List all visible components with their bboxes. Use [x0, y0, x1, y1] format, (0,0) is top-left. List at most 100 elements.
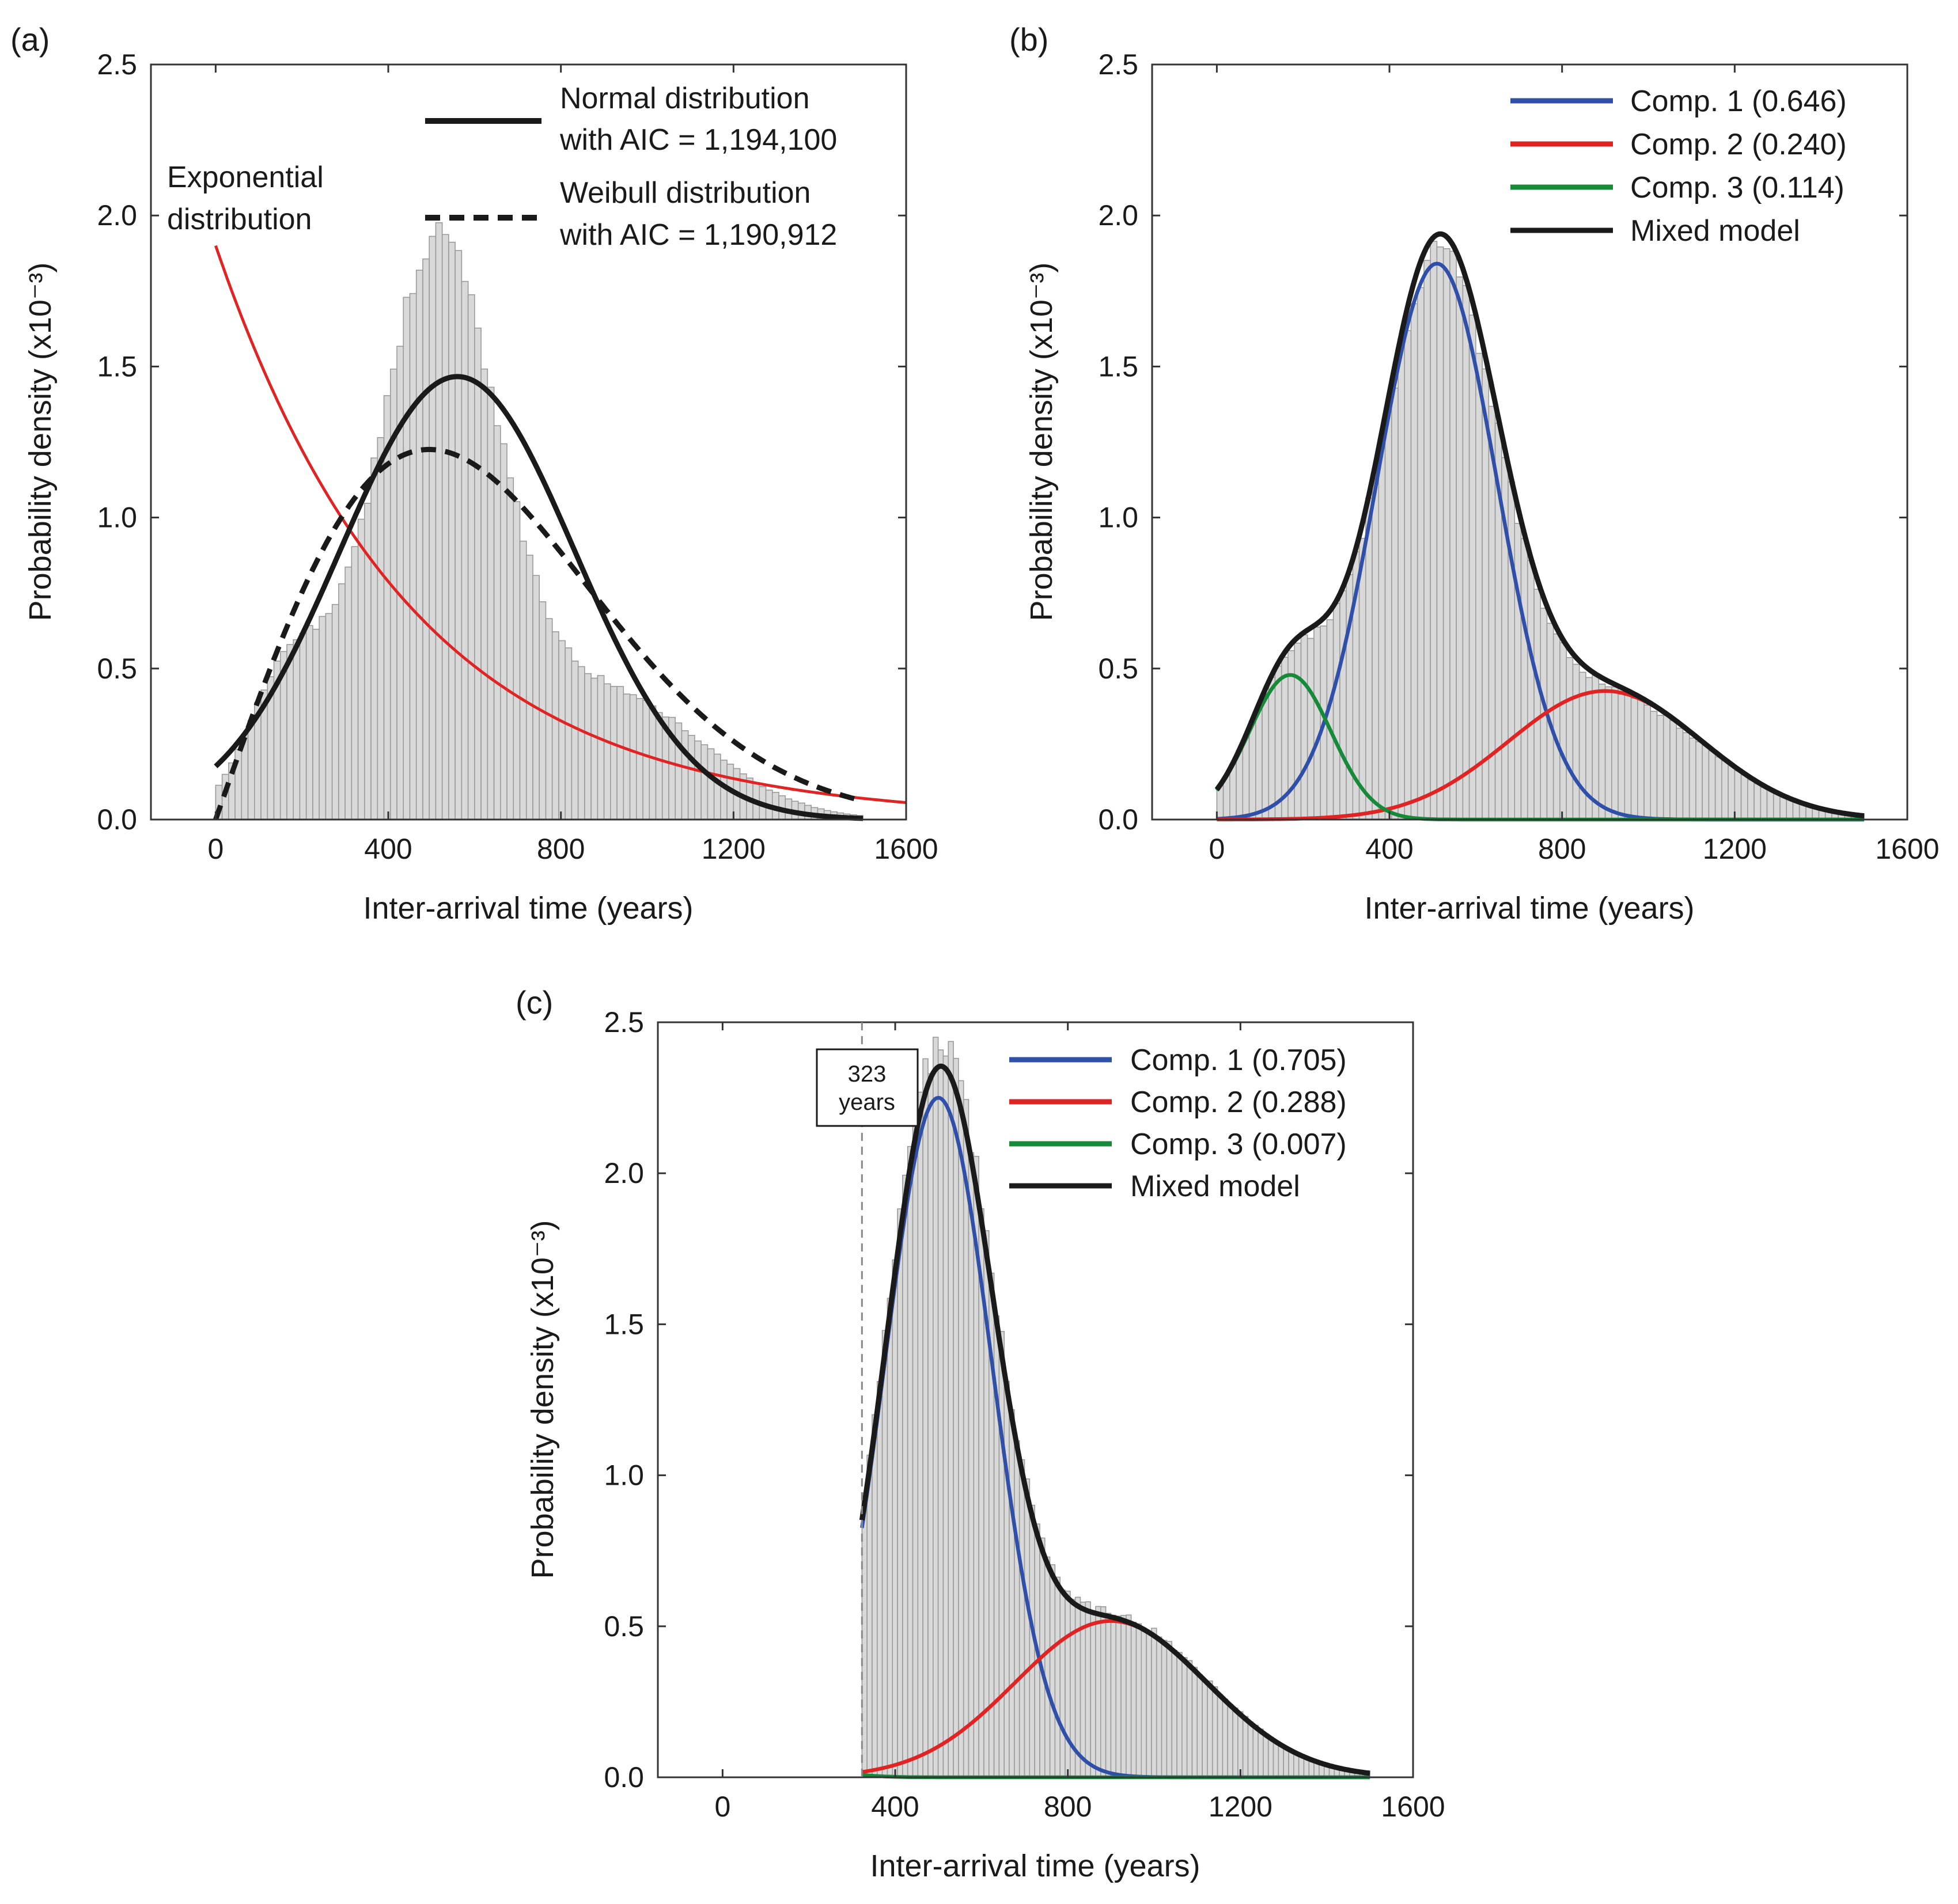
histogram-bar [1468, 314, 1476, 820]
histogram-c [861, 1037, 1370, 1778]
histogram-bar [694, 740, 702, 820]
histogram-bar [876, 1380, 883, 1778]
histogram-bar [902, 1174, 908, 1778]
histogram-bar [932, 1037, 939, 1778]
histogram-bar [1754, 783, 1762, 820]
x-tick-label: 1600 [1875, 833, 1939, 865]
panel-label-c: (c) [516, 984, 553, 1021]
histogram-bar [1024, 1478, 1031, 1778]
histogram-bar [681, 730, 689, 820]
panel-c: (c) 0.0 0.5 1.0 1.5 2.0 2.5 0 400 800 1200 1600 I… [516, 984, 1445, 1883]
histogram-bar [1171, 1649, 1177, 1778]
histogram-bar [1258, 1728, 1264, 1778]
histogram-bar [1283, 1747, 1289, 1778]
histogram-bar [1232, 1707, 1239, 1778]
histogram-bar [455, 250, 463, 820]
y-tick-label: 2.0 [1098, 199, 1138, 232]
histogram-bar [1417, 287, 1425, 820]
histogram-bar [415, 270, 423, 820]
x-ticks-c: 0 400 800 1200 1600 [714, 1022, 1445, 1823]
histogram-bar [480, 368, 488, 820]
histogram-bar [1115, 1615, 1122, 1778]
histogram-bar [1044, 1556, 1051, 1778]
curve-mixed-model [859, 1063, 1371, 1776]
x-tick-label: 1200 [702, 833, 766, 865]
histogram-bar [377, 437, 385, 820]
histogram-bar [922, 1058, 929, 1778]
histogram-bar [1313, 627, 1321, 820]
histogram-bar [1176, 1652, 1183, 1778]
histogram-bar [1065, 1590, 1071, 1778]
histogram-bar [1676, 727, 1684, 820]
histogram-bar [1262, 693, 1270, 820]
histogram-bar [1222, 1698, 1228, 1778]
histogram-bar [1559, 642, 1567, 820]
histogram-bar [532, 575, 540, 820]
histogram-bar [247, 720, 255, 820]
histogram-bar [1598, 683, 1606, 820]
legend-b-comp3: Comp. 3 (0.114) [1630, 171, 1845, 204]
histogram-bar [1430, 241, 1438, 820]
y-tick-label: 1.5 [1098, 350, 1138, 382]
legend-c-mixed: Mixed model [1130, 1170, 1300, 1203]
histogram-bar [998, 1331, 1005, 1778]
histogram-b [1216, 241, 1865, 820]
histogram-bar [1090, 1610, 1096, 1778]
histogram-bar [948, 1041, 954, 1778]
x-tick-label: 0 [1209, 833, 1225, 865]
legend-c-comp1: Comp. 1 (0.705) [1130, 1044, 1347, 1077]
histogram-bar [1760, 787, 1768, 820]
histogram-bar [1242, 737, 1250, 820]
x-tick-label: 400 [364, 833, 412, 865]
y-tick-label: 0.5 [1098, 653, 1138, 685]
histogram-bar [590, 677, 599, 820]
x-tick-label: 400 [871, 1791, 919, 1823]
annotation-exponential-line1: Exponential [167, 161, 324, 194]
legend-b-comp2: Comp. 2 (0.240) [1630, 128, 1847, 161]
histogram-bar [1202, 1679, 1208, 1778]
histogram-bar [1508, 481, 1516, 820]
histogram-bar [1766, 789, 1774, 820]
histogram-bar [344, 566, 353, 820]
histogram-bar [1423, 260, 1431, 820]
cutoff-label-line2: years [839, 1090, 895, 1115]
histogram-bar [441, 234, 449, 820]
histogram-bar [1300, 634, 1308, 820]
histogram-bar [1272, 1740, 1279, 1778]
histogram-bar [1533, 589, 1542, 820]
histogram-bar [1786, 798, 1794, 820]
histogram-bar [1014, 1440, 1020, 1778]
legend-c: Comp. 1 (0.705) Comp. 2 (0.288) Comp. 3 … [1009, 1044, 1347, 1203]
plot-frame-a [150, 63, 907, 821]
curve-mixed-model [1214, 231, 1865, 819]
histogram-bar [616, 686, 624, 820]
annotation-exponential-line2: distribution [167, 203, 312, 236]
histogram-bar [325, 613, 333, 820]
histogram-bar [1161, 1640, 1168, 1778]
histogram-bar [357, 518, 365, 820]
histogram-bar [435, 222, 443, 820]
y-ticks-a: 0.0 0.5 1.0 1.5 2.0 2.5 [97, 48, 906, 836]
x-tick-label: 1200 [1703, 833, 1767, 865]
histogram-bar [1747, 779, 1755, 820]
histogram-bar [1166, 1641, 1173, 1778]
cutoff-label-line1: 323 [848, 1061, 887, 1087]
x-tick-label: 0 [207, 833, 224, 865]
histogram-bar [629, 694, 637, 820]
histogram-bar [545, 618, 553, 820]
histogram-bar [642, 700, 650, 820]
curve-exponential-distribution [214, 245, 907, 804]
histogram-bar [1398, 338, 1406, 820]
histogram-bar [461, 280, 469, 820]
histogram-bar [1326, 619, 1334, 820]
x-tick-label: 0 [714, 1791, 730, 1823]
histogram-bar [610, 686, 618, 820]
histogram-bar [917, 1091, 923, 1778]
histogram-bar [1130, 1621, 1137, 1778]
histogram-bar [403, 297, 411, 820]
histogram-bar [1611, 686, 1619, 820]
histogram-bar [1714, 756, 1722, 820]
histogram-bar [635, 698, 643, 820]
histogram-bar [655, 712, 663, 820]
